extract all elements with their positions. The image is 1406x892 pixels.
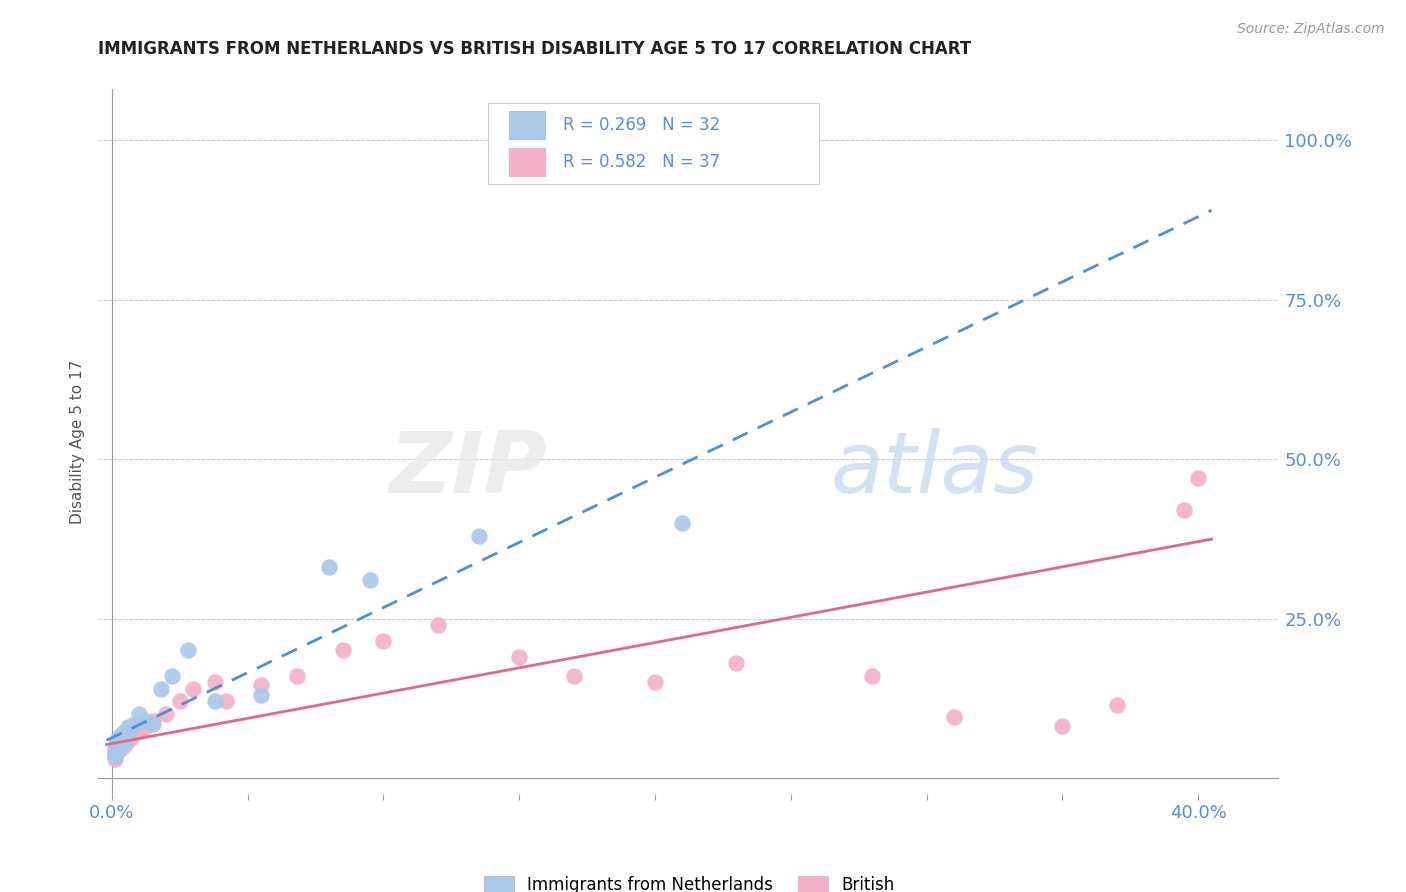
Point (149, 681, 172, 696)
Text: atlas: atlas (831, 428, 1039, 511)
Point (104, 746, 127, 760)
FancyBboxPatch shape (488, 103, 818, 185)
Text: R = 0.582   N = 37: R = 0.582 N = 37 (562, 153, 720, 171)
Point (111, 736, 134, 750)
Point (671, 516, 693, 530)
Point (111, 732, 134, 747)
Point (134, 721, 156, 735)
Text: R = 0.269   N = 32: R = 0.269 N = 32 (562, 116, 720, 134)
Point (562, 669, 585, 683)
Text: IMMIGRANTS FROM NETHERLANDS VS BRITISH DISABILITY AGE 5 TO 17 CORRELATION CHART: IMMIGRANTS FROM NETHERLANDS VS BRITISH D… (98, 40, 972, 58)
Point (250, 678, 273, 692)
Point (108, 736, 131, 750)
Point (169, 694, 191, 708)
Point (122, 716, 145, 731)
Point (285, 669, 308, 683)
Point (111, 734, 134, 748)
Point (114, 732, 136, 747)
Point (107, 742, 129, 756)
Point (134, 714, 156, 728)
Point (120, 720, 142, 734)
Point (128, 707, 150, 722)
Point (183, 681, 205, 696)
Point (725, 656, 748, 670)
Point (104, 748, 127, 763)
Point (373, 633, 395, 648)
Point (117, 726, 139, 740)
Point (250, 688, 273, 702)
Point (114, 736, 136, 750)
Point (155, 707, 177, 722)
Point (107, 732, 129, 747)
Point (942, 710, 965, 724)
Point (204, 694, 226, 708)
Bar (509, 148, 546, 177)
Point (108, 738, 131, 752)
Point (114, 730, 136, 744)
Point (142, 714, 165, 728)
Point (108, 732, 131, 747)
Point (117, 720, 139, 734)
Point (117, 732, 139, 747)
Point (142, 716, 165, 731)
Y-axis label: Disability Age 5 to 17: Disability Age 5 to 17 (70, 359, 86, 524)
Bar (509, 111, 546, 139)
Legend: Immigrants from Netherlands, British: Immigrants from Netherlands, British (477, 869, 901, 892)
Point (120, 731, 142, 746)
Point (107, 736, 129, 750)
Point (1052, 719, 1074, 733)
Point (467, 528, 489, 542)
Point (359, 573, 381, 587)
Text: ZIP: ZIP (389, 428, 547, 511)
Point (111, 726, 134, 740)
Point (204, 675, 226, 690)
Point (111, 740, 134, 755)
Point (332, 643, 354, 657)
Point (508, 649, 530, 664)
Point (104, 752, 127, 766)
Point (1173, 503, 1195, 517)
Point (104, 742, 127, 756)
Point (1105, 698, 1128, 712)
Point (104, 747, 127, 761)
Point (160, 669, 183, 683)
Point (107, 746, 129, 760)
Point (107, 746, 129, 760)
Point (1187, 471, 1209, 485)
Point (108, 742, 131, 756)
Text: Source: ZipAtlas.com: Source: ZipAtlas.com (1237, 22, 1385, 37)
Point (114, 726, 136, 740)
Point (215, 694, 238, 708)
Point (644, 675, 666, 690)
Point (318, 560, 340, 574)
Point (426, 618, 449, 632)
Point (860, 669, 883, 683)
Point (107, 739, 129, 753)
Point (177, 643, 200, 657)
Point (108, 730, 131, 744)
Point (122, 726, 145, 740)
Point (128, 723, 150, 738)
Point (108, 739, 131, 753)
